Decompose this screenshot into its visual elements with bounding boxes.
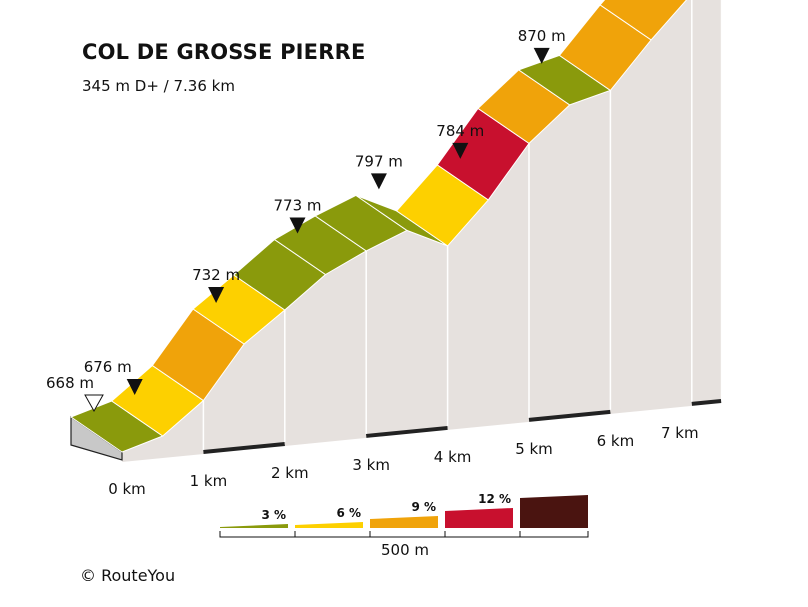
legend-swatch [295,522,363,528]
waypoint-elevation-label: 732 m [192,266,240,284]
endpoint-marker [84,394,104,413]
km-tick-label: 0 km [108,480,146,498]
legend-swatch [370,516,438,528]
legend-swatch [520,495,588,528]
legend-label: 9 % [411,500,436,514]
legend-label: 3 % [261,508,286,522]
chart-title: COL DE GROSSE PIERRE [82,40,366,64]
km-base-band [610,401,692,414]
km-tick-label: 5 km [515,440,553,458]
km-tick-label: 3 km [352,456,390,474]
waypoint-marker [533,47,550,64]
waypoint-elevation-label: 676 m [84,358,132,376]
km-tick-label: 7 km [661,424,699,442]
km-base-band [447,417,530,430]
legend-label: 12 % [478,492,511,506]
km-base-band [121,449,204,462]
waypoint-elevation-label: 773 m [273,196,321,214]
waypoint-elevation-label: 797 m [355,152,403,170]
km-base-band [528,409,611,422]
legend-swatch [220,524,288,528]
km-tick-label: 1 km [190,472,228,490]
waypoint-marker [126,379,143,395]
waypoint-elevation-label: 870 m [518,27,566,45]
legend-swatch [445,508,513,528]
waypoint-marker [370,173,387,190]
chart-subtitle: 345 m D+ / 7.36 km [82,77,235,95]
legend-scale-label: 500 m [381,541,429,559]
waypoint-marker [208,287,225,303]
gradient-segment [599,0,688,41]
credit-routeyou: © RouteYou [80,566,176,585]
waypoint-elevation-label: 784 m [436,122,484,140]
waypoint-marker [289,217,306,234]
legend-scale-bar [219,531,589,538]
km-tick-label: 2 km [271,464,309,482]
waypoint-elevation-label: 668 m [46,374,94,392]
km-base-band [366,425,448,438]
km-base-band [203,441,285,454]
waypoint-marker [452,142,469,159]
km-base-band [691,398,722,406]
legend-label: 6 % [336,506,361,520]
km-tick-label: 6 km [597,432,635,450]
km-tick-label: 4 km [434,448,472,466]
km-base-band [284,433,367,446]
